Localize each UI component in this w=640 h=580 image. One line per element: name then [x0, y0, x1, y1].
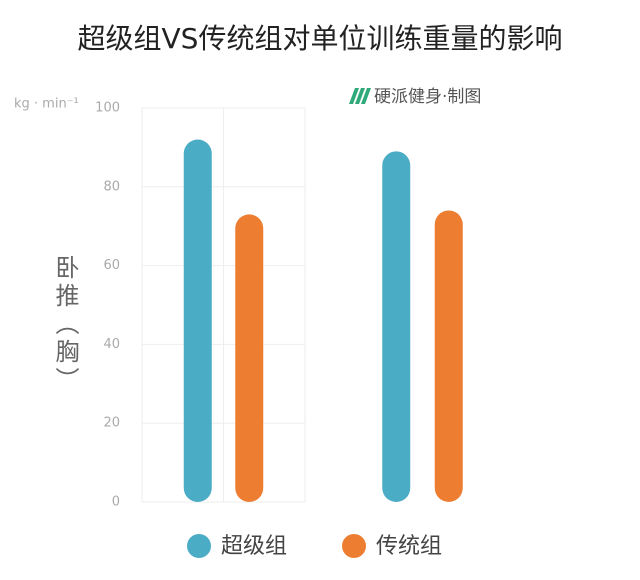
legend-label: 超级组: [221, 534, 287, 559]
bar: [235, 214, 264, 502]
y-tick-label: 0: [112, 495, 120, 510]
bar: [434, 210, 463, 502]
y-unit: kg · min⁻¹: [14, 97, 79, 112]
bar: [382, 151, 411, 502]
legend-label: 传统组: [376, 534, 442, 559]
y-tick-label: 20: [103, 416, 120, 431]
source: 硬派健身·制图: [374, 87, 481, 107]
y-tick-label: 40: [103, 337, 120, 352]
legend-swatch: [187, 534, 211, 558]
y-tick-label: 60: [103, 258, 120, 273]
legend-swatch: [342, 534, 366, 558]
chart-title: 超级组VS传统组对单位训练重量的影响: [78, 22, 563, 55]
source-icon: [349, 88, 371, 104]
bar: [183, 139, 212, 502]
y-axis-label: 卧推（胸）: [51, 255, 79, 395]
y-tick-label: 80: [103, 179, 120, 194]
y-tick-label: 100: [95, 101, 120, 116]
